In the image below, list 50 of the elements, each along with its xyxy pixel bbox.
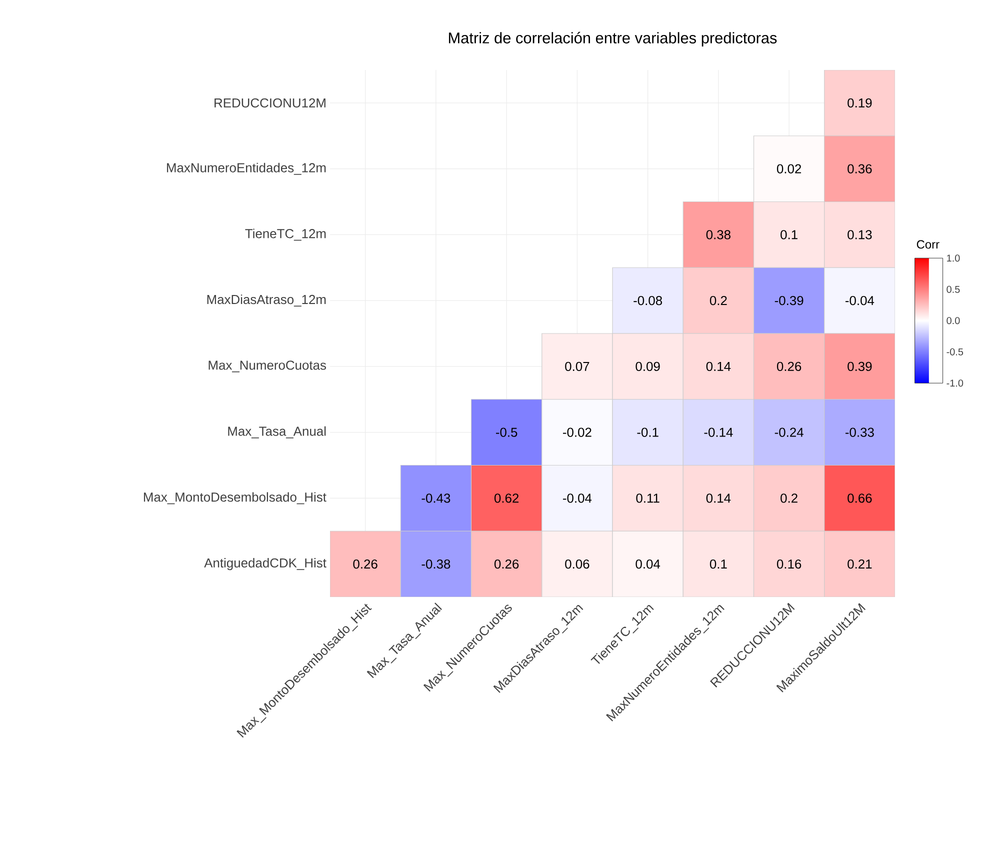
data-label: 0.39 xyxy=(848,362,872,372)
data-label: 0.07 xyxy=(565,362,590,372)
data-label: -0.39 xyxy=(774,296,804,306)
y-tick-label: MaxNumeroEntidades_12m xyxy=(167,162,326,175)
data-label: 0.19 xyxy=(848,98,872,108)
data-label: -0.04 xyxy=(846,296,874,306)
data-label: 0.2 xyxy=(710,296,727,306)
data-label: -0.04 xyxy=(563,494,592,503)
y-tick-label: Max_MontoDesembolsado_Hist xyxy=(144,492,326,504)
data-label: -0.5 xyxy=(496,428,518,437)
y-tick-label: Max_Tasa_Anual xyxy=(228,426,326,438)
color-bar-label: 0.0 xyxy=(946,317,960,324)
data-label: -0.02 xyxy=(563,428,592,437)
data-label: -0.08 xyxy=(634,296,662,306)
data-label: 0.62 xyxy=(494,494,519,503)
color-bar-label: 1.0 xyxy=(947,254,960,262)
data-label: 0.11 xyxy=(636,494,660,503)
data-label: 0.2 xyxy=(780,494,798,503)
y-tick-label: REDUCCIONU12M xyxy=(214,98,326,108)
data-label: 0.21 xyxy=(848,559,872,569)
color-bar-label: -0.5 xyxy=(946,348,964,356)
data-label: 0.26 xyxy=(494,559,519,569)
y-tick-label: TieneTC_12m xyxy=(245,228,326,241)
data-label: 0.26 xyxy=(776,362,802,372)
data-label: -0.33 xyxy=(846,428,874,437)
data-label: -0.14 xyxy=(704,428,733,437)
data-label: 0.1 xyxy=(710,559,727,569)
y-tick-label: MaxDiasAtraso_12m xyxy=(207,294,326,307)
data-label: 0.16 xyxy=(776,559,802,569)
data-label: 0.1 xyxy=(780,230,798,240)
data-label: 0.14 xyxy=(706,362,731,372)
data-label: -0.1 xyxy=(637,428,658,437)
data-label: 0.26 xyxy=(353,559,378,569)
chart-title: Matriz de correlación entre variables predictoras xyxy=(448,32,777,46)
data-label: -0.43 xyxy=(422,494,450,503)
y-tick-label: AntiguedadCDK_Hist xyxy=(204,558,326,570)
data-label: -0.38 xyxy=(422,559,450,569)
data-label: 0.14 xyxy=(706,494,731,503)
data-label: 0.09 xyxy=(636,362,660,372)
color-bar-label: 0.5 xyxy=(946,286,960,293)
data-label: -0.24 xyxy=(774,428,804,437)
color-bar-label: -1.0 xyxy=(946,380,964,387)
data-label: 0.13 xyxy=(848,230,872,240)
y-tick-label: Max_NumeroCuotas xyxy=(208,360,326,372)
data-label: 0.66 xyxy=(848,494,872,503)
data-label: 0.02 xyxy=(776,164,802,174)
data-label: 0.04 xyxy=(636,559,660,569)
data-label: 0.06 xyxy=(565,559,590,569)
data-label: 0.38 xyxy=(706,230,730,240)
color-bar-title: Corr xyxy=(916,240,940,249)
